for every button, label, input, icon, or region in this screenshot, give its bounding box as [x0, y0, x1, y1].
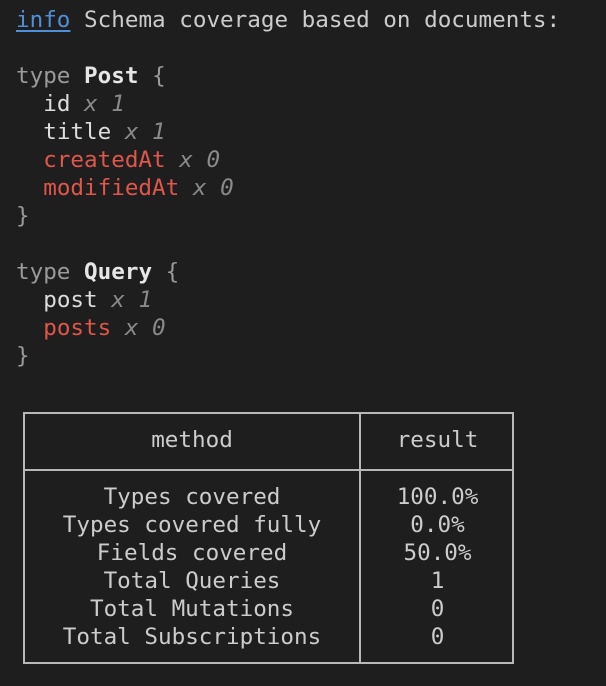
field-row: createdAt x 0: [16, 146, 560, 174]
field-count: x 1: [124, 119, 166, 145]
result-cell: 1: [430, 568, 445, 594]
result-cell: 0: [430, 596, 445, 622]
column-divider: [359, 414, 361, 662]
method-cell: Types covered fully: [62, 512, 322, 538]
field-name: title: [43, 119, 112, 145]
field-row: modifiedAt x 0: [16, 174, 560, 202]
field-name: post: [43, 287, 98, 313]
field-row: id x 1: [16, 90, 560, 118]
result-cell: 0: [430, 624, 445, 650]
field-row: title x 1: [16, 118, 560, 146]
field-count: x 0: [179, 147, 221, 173]
type-name: Post: [84, 63, 139, 89]
field-name: createdAt: [43, 147, 166, 173]
header-divider: [25, 469, 512, 471]
field-count: x 0: [124, 315, 166, 341]
field-count: x 1: [111, 287, 153, 313]
field-row: posts x 0: [16, 314, 560, 342]
field-name: id: [43, 91, 71, 117]
open-brace: {: [152, 63, 166, 89]
method-cell: Fields covered: [96, 540, 288, 566]
method-cell: Total Mutations: [89, 596, 295, 622]
field-count: x 0: [192, 175, 234, 201]
type-block-post: type Post { id x 1 title x 1 createdAt x…: [16, 62, 560, 230]
open-brace: {: [165, 259, 180, 285]
type-name: Query: [84, 259, 153, 285]
info-message: Schema coverage based on documents:: [84, 7, 561, 33]
result-cell: 50.0%: [403, 540, 472, 566]
result-column: 100.0% 0.0% 50.0% 1 0 0: [361, 483, 514, 651]
header-result: result: [396, 427, 479, 453]
type-block-query: type Query { post x 1 posts x 0 }: [16, 258, 560, 370]
header-method: method: [151, 427, 233, 453]
close-brace: }: [16, 343, 30, 369]
info-label: info: [16, 7, 71, 33]
field-name: posts: [43, 315, 112, 341]
close-brace: }: [16, 203, 30, 229]
coverage-table: method result Types covered Types covere…: [23, 412, 514, 664]
info-line: info Schema coverage based on documents:: [16, 6, 560, 34]
type-keyword: type: [16, 63, 71, 89]
terminal-output: info Schema coverage based on documents:…: [16, 6, 560, 370]
field-row: post x 1: [16, 286, 560, 314]
method-cell: Types covered: [103, 484, 281, 510]
type-keyword: type: [16, 259, 71, 285]
field-count: x 1: [84, 91, 125, 117]
result-cell: 0.0%: [410, 512, 465, 538]
method-cell: Total Subscriptions: [62, 624, 322, 650]
field-name: modifiedAt: [43, 175, 180, 201]
method-column: Types covered Types covered fully Fields…: [25, 483, 359, 651]
method-cell: Total Queries: [103, 568, 281, 594]
result-cell: 100.0%: [396, 484, 479, 510]
